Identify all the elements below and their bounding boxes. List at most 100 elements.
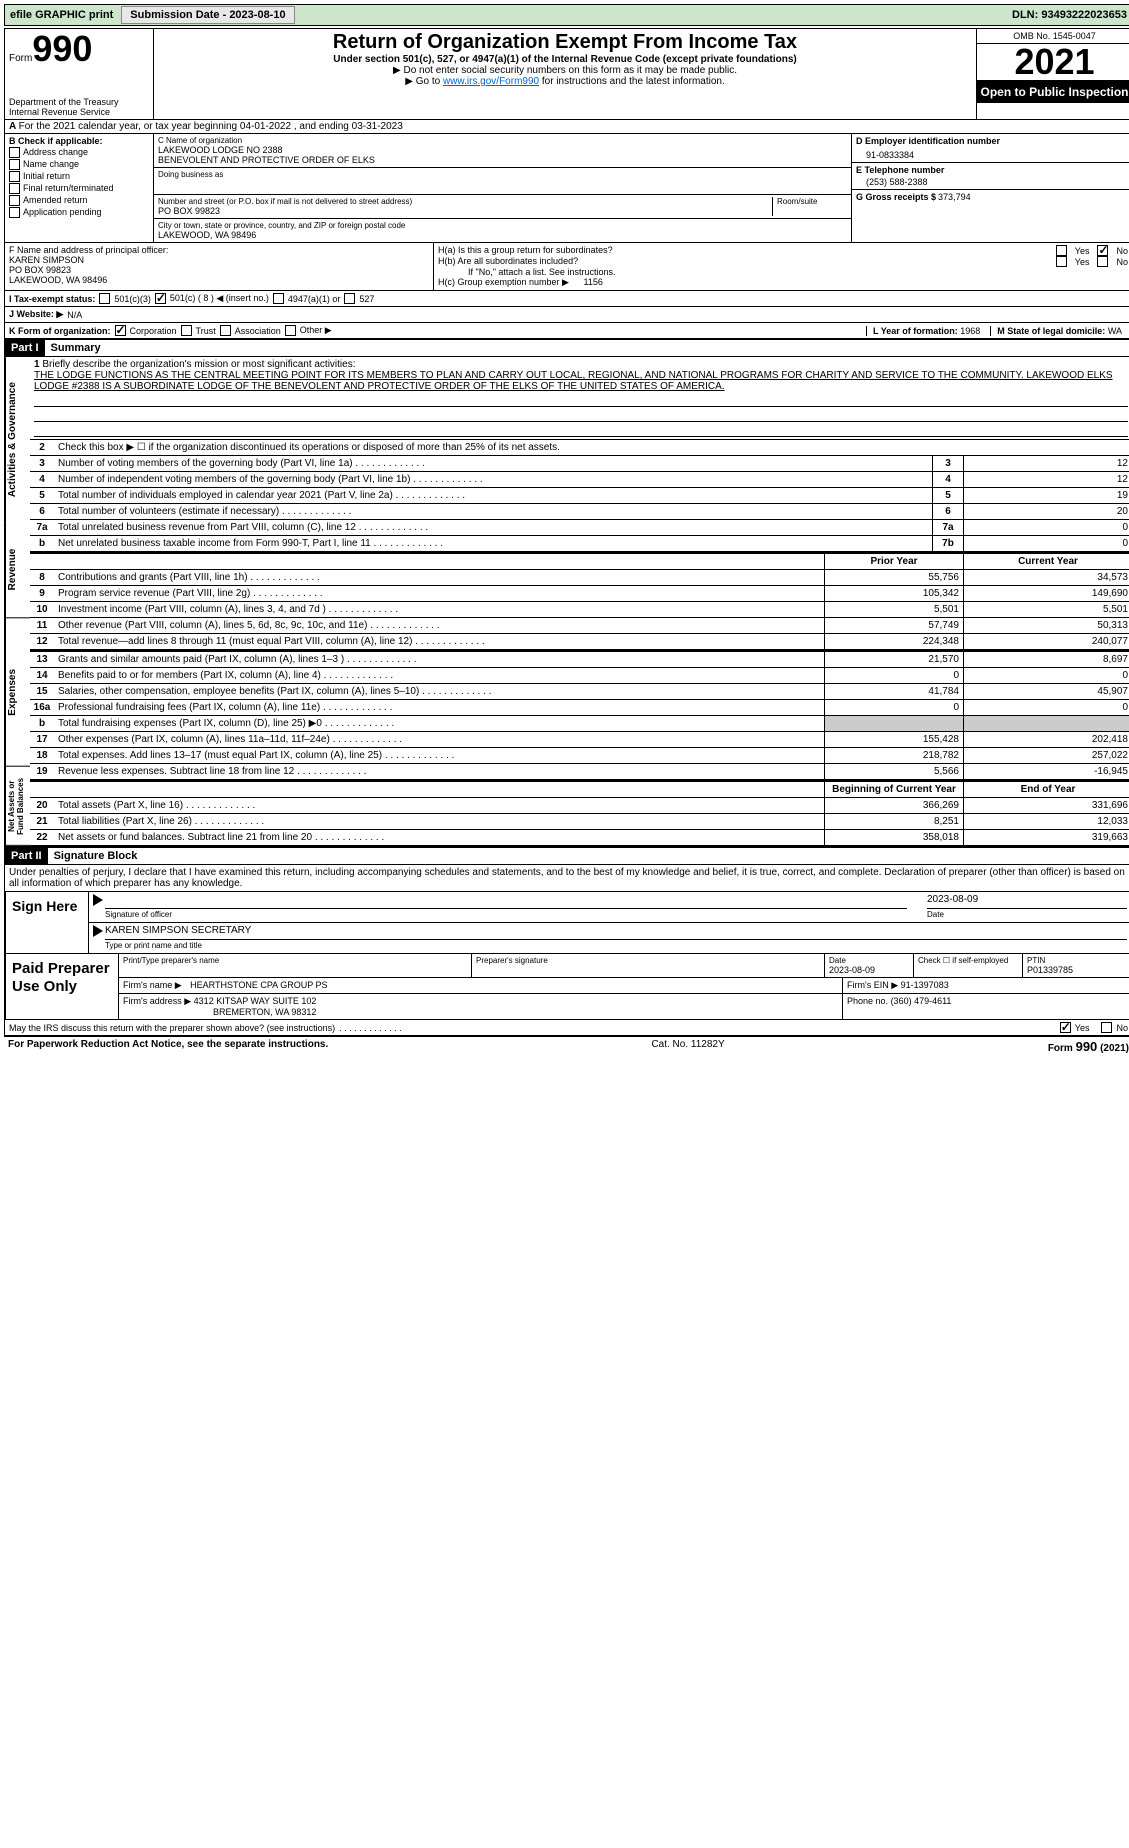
- discuss-no-checkbox[interactable]: [1101, 1022, 1112, 1033]
- prep-date: 2023-08-09: [829, 965, 909, 975]
- checkbox-label: Initial return: [23, 171, 70, 181]
- penalties-text: Under penalties of perjury, I declare th…: [5, 865, 1129, 892]
- yes-label-2: Yes: [1075, 257, 1090, 267]
- summary-content: 1 Briefly describe the organization's mi…: [30, 357, 1129, 846]
- k-assoc-checkbox[interactable]: [220, 325, 231, 336]
- checkbox[interactable]: [9, 171, 20, 182]
- footer-row: For Paperwork Reduction Act Notice, see …: [4, 1036, 1129, 1056]
- line-a-text: For the 2021 calendar year, or tax year …: [19, 121, 403, 132]
- checkbox[interactable]: [9, 183, 20, 194]
- checkbox-label: Name change: [23, 159, 79, 169]
- paid-preparer-label: Paid Preparer Use Only: [6, 954, 119, 1019]
- i-opt3: 4947(a)(1) or: [288, 294, 341, 304]
- hc-value: 1156: [584, 277, 603, 287]
- open-inspection: Open to Public Inspection: [977, 81, 1129, 103]
- firm-phone-label: Phone no.: [847, 996, 888, 1006]
- summary-row: 8Contributions and grants (Part VIII, li…: [30, 570, 1129, 586]
- irs-link[interactable]: www.irs.gov/Form990: [443, 76, 539, 87]
- city-state-zip: LAKEWOOD, WA 98496: [158, 230, 847, 240]
- firm-name-label: Firm's name ▶: [123, 980, 182, 990]
- ha-yes-checkbox[interactable]: [1056, 245, 1067, 256]
- hb-yes-checkbox[interactable]: [1056, 256, 1067, 267]
- paid-preparer-table: Paid Preparer Use Only Print/Type prepar…: [5, 954, 1129, 1020]
- hb-no-checkbox[interactable]: [1097, 256, 1108, 267]
- checkbox-label: Application pending: [23, 207, 102, 217]
- k-corp: Corporation: [130, 326, 177, 336]
- no-label: No: [1116, 246, 1128, 256]
- k-other-checkbox[interactable]: [285, 325, 296, 336]
- dba-label: Doing business as: [158, 170, 847, 179]
- summary-row: 16aProfessional fundraising fees (Part I…: [30, 700, 1129, 716]
- summary-row: 9Program service revenue (Part VIII, lin…: [30, 586, 1129, 602]
- summary-row: 5Total number of individuals employed in…: [30, 488, 1129, 504]
- officer-name: KAREN SIMPSON: [9, 255, 429, 265]
- tab-governance: Activities & Governance: [5, 357, 30, 522]
- phone-label: E Telephone number: [856, 165, 1128, 175]
- part1-header-row: Part I Summary: [5, 340, 1129, 357]
- c-name-label: C Name of organization: [158, 136, 847, 145]
- discuss-no: No: [1116, 1023, 1128, 1033]
- i-opt2: 501(c) ( 8 ) ◀ (insert no.): [170, 293, 269, 304]
- k-label: K Form of organization:: [9, 326, 111, 336]
- checkbox-label: Final return/terminated: [23, 183, 114, 193]
- part1-hdr: Part I: [5, 340, 45, 356]
- mission-text: THE LODGE FUNCTIONS AS THE CENTRAL MEETI…: [34, 370, 1113, 392]
- summary-row: 14Benefits paid to or for members (Part …: [30, 668, 1129, 684]
- firm-ein-label: Firm's EIN ▶: [847, 980, 898, 990]
- j-label: J Website: ▶: [9, 309, 63, 320]
- sign-here-label: Sign Here: [6, 892, 89, 953]
- i-501c-checkbox[interactable]: [155, 293, 166, 304]
- ein-label: D Employer identification number: [856, 136, 1128, 146]
- header-right: OMB No. 1545-0047 2021 Open to Public In…: [976, 29, 1129, 119]
- ssn-note: ▶ Do not enter social security numbers o…: [158, 65, 972, 76]
- firm-addr1: 4312 KITSAP WAY SUITE 102: [194, 996, 317, 1006]
- b-checkbox-item: Name change: [9, 159, 149, 170]
- checkbox[interactable]: [9, 195, 20, 206]
- goto-post: for instructions and the latest informat…: [539, 76, 725, 87]
- f-label: F Name and address of principal officer:: [9, 245, 429, 255]
- i-527-checkbox[interactable]: [344, 293, 355, 304]
- summary-row: 3Number of voting members of the governi…: [30, 456, 1129, 472]
- checkbox[interactable]: [9, 147, 20, 158]
- section-c: C Name of organization LAKEWOOD LODGE NO…: [154, 134, 851, 242]
- addr-label: Number and street (or P.O. box if mail i…: [158, 197, 772, 206]
- b-checkbox-item: Amended return: [9, 195, 149, 206]
- submission-date-button[interactable]: Submission Date - 2023-08-10: [121, 6, 294, 24]
- org-name-1: LAKEWOOD LODGE NO 2388: [158, 145, 847, 155]
- footer-mid: Cat. No. 11282Y: [651, 1039, 724, 1054]
- hc-label: H(c) Group exemption number ▶: [438, 277, 569, 287]
- section-i: I Tax-exempt status: 501(c)(3) 501(c) ( …: [5, 291, 1129, 307]
- k-other: Other ▶: [300, 325, 332, 336]
- summary-row: 18Total expenses. Add lines 13–17 (must …: [30, 748, 1129, 764]
- street-address: PO BOX 99823: [158, 206, 772, 216]
- summary-row: bNet unrelated business taxable income f…: [30, 536, 1129, 552]
- i-4947-checkbox[interactable]: [273, 293, 284, 304]
- summary-row: 17Other expenses (Part IX, column (A), l…: [30, 732, 1129, 748]
- end-year-hdr: End of Year: [963, 782, 1129, 797]
- i-opt1: 501(c)(3): [114, 294, 151, 304]
- m-value: WA: [1108, 326, 1122, 336]
- city-label: City or town, state or province, country…: [158, 221, 847, 230]
- firm-addr2: BREMERTON, WA 98312: [213, 1007, 316, 1017]
- k-trust-checkbox[interactable]: [181, 325, 192, 336]
- q2-text: Check this box ▶ ☐ if the organization d…: [54, 440, 1129, 455]
- firm-name: HEARTHSTONE CPA GROUP PS: [190, 980, 327, 990]
- yes-label: Yes: [1075, 246, 1090, 256]
- room-label: Room/suite: [772, 197, 847, 216]
- section-b: B Check if applicable: Address changeNam…: [5, 134, 154, 242]
- checkbox[interactable]: [9, 207, 20, 218]
- ha-no-checkbox[interactable]: [1097, 245, 1108, 256]
- footer-right: Form 990 (2021): [1048, 1039, 1129, 1054]
- section-h: H(a) Is this a group return for subordin…: [434, 243, 1129, 290]
- officer-addr1: PO BOX 99823: [9, 265, 429, 275]
- website-value: N/A: [67, 310, 82, 320]
- summary-row: 22Net assets or fund balances. Subtract …: [30, 830, 1129, 846]
- b-heading: B Check if applicable:: [9, 136, 149, 146]
- discuss-yes-checkbox[interactable]: [1060, 1022, 1071, 1033]
- i-501c3-checkbox[interactable]: [99, 293, 110, 304]
- dln-label: DLN: 93493222023653: [1012, 9, 1129, 21]
- k-corp-checkbox[interactable]: [115, 325, 126, 336]
- checkbox[interactable]: [9, 159, 20, 170]
- hb-note: If "No," attach a list. See instructions…: [438, 267, 1128, 277]
- discuss-yes: Yes: [1075, 1023, 1090, 1033]
